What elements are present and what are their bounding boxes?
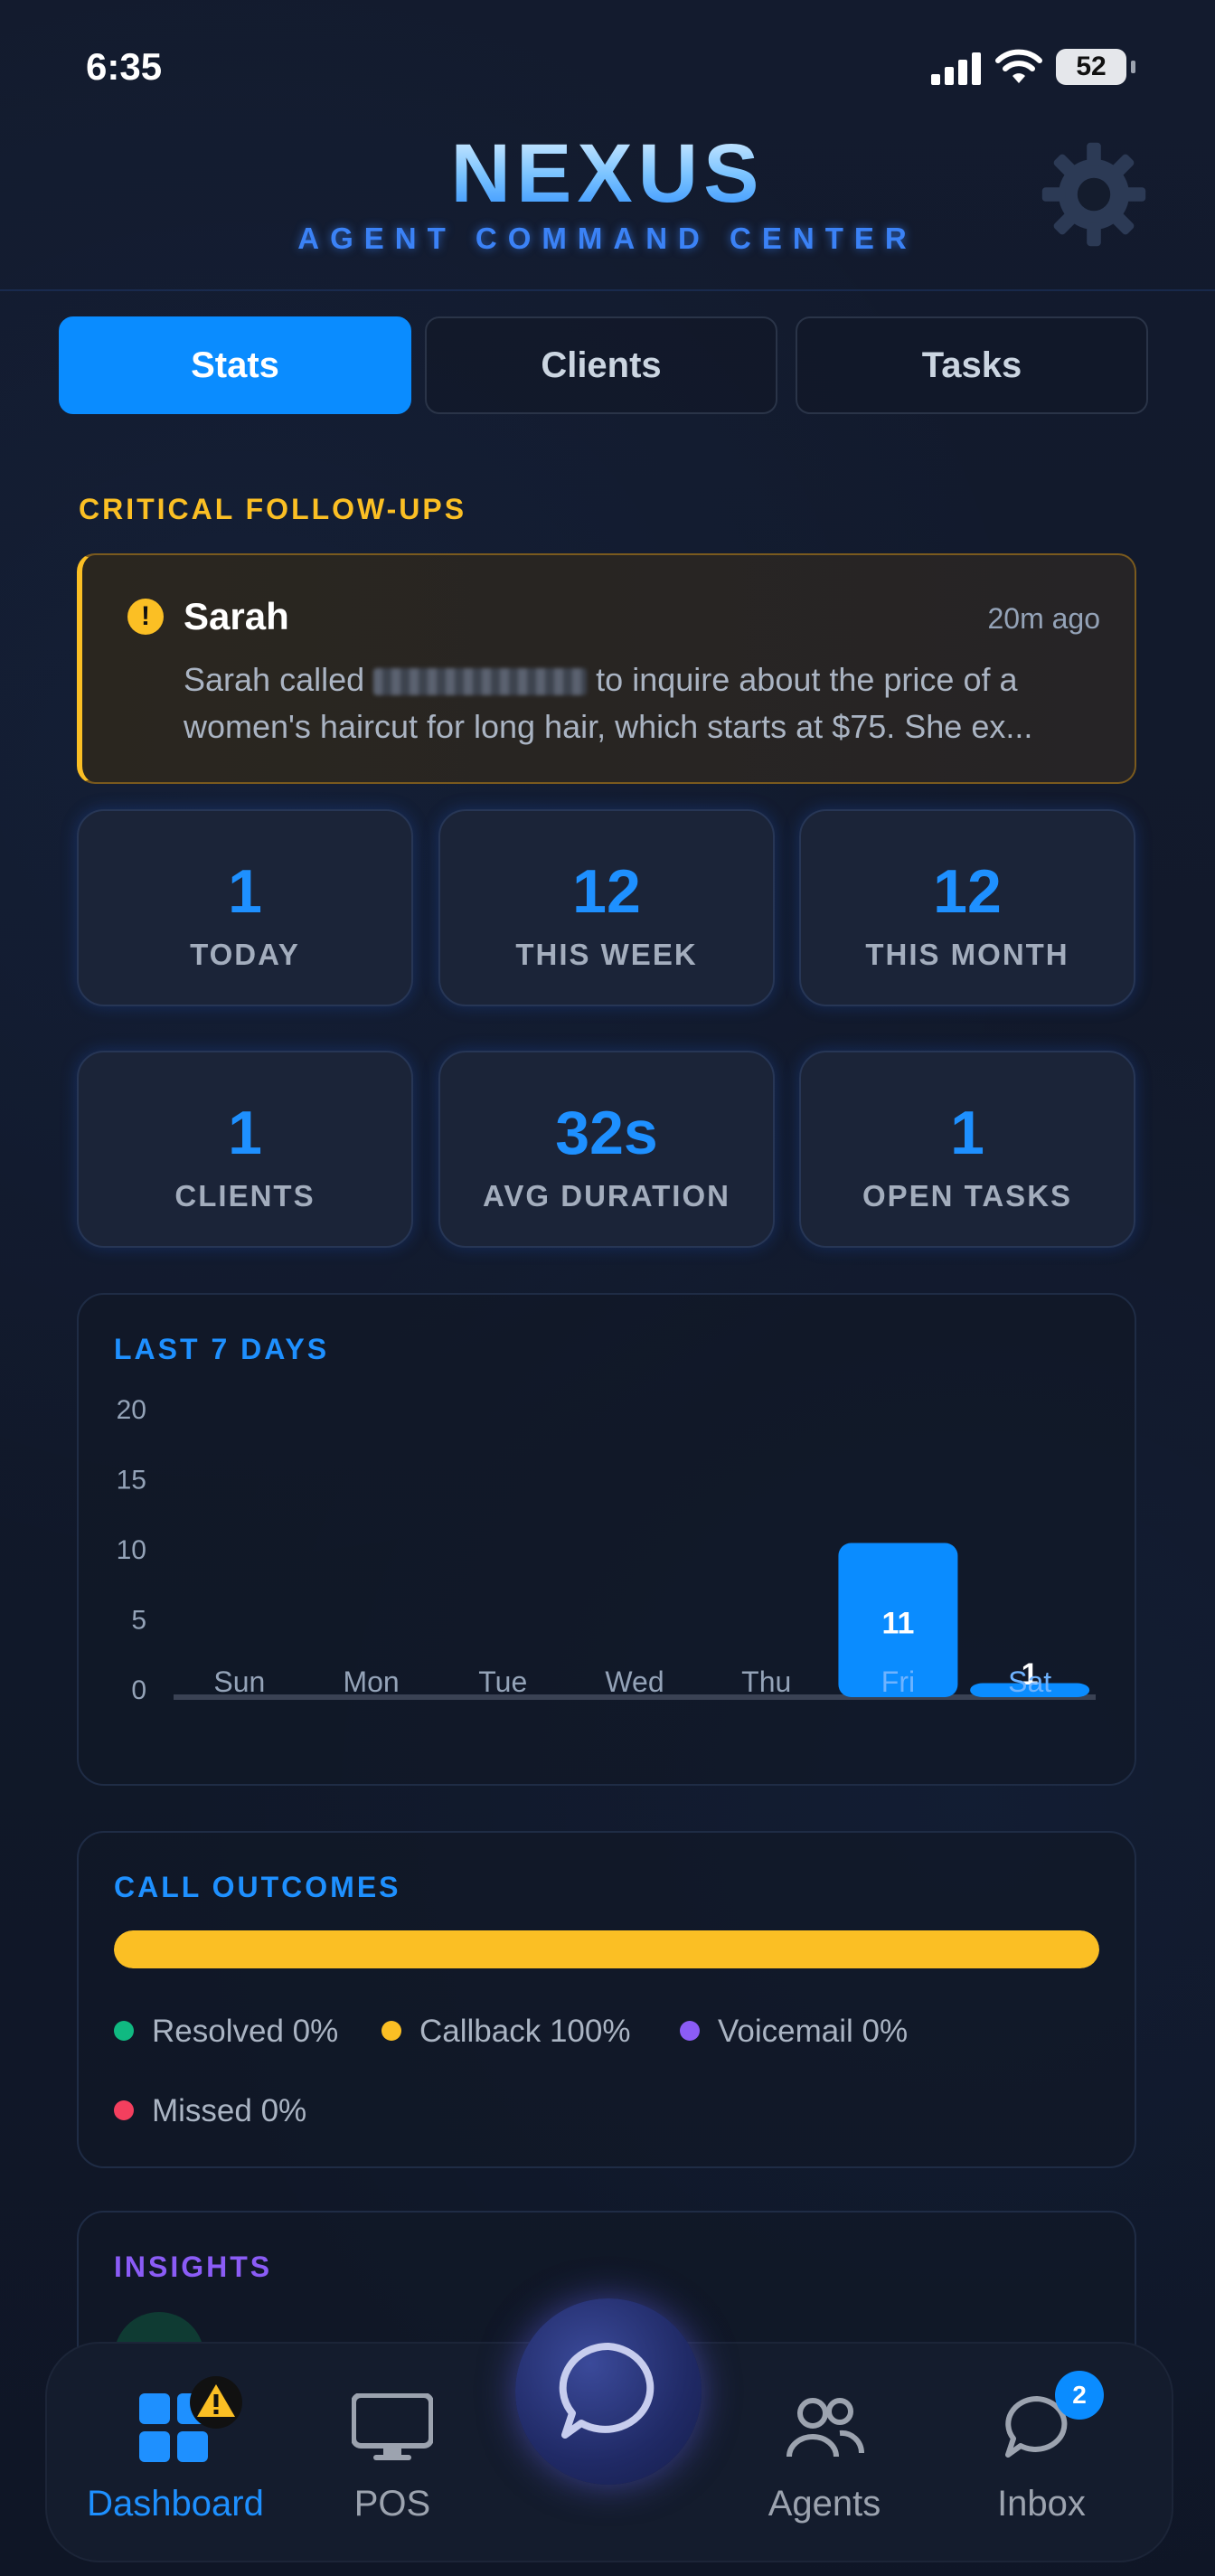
nav-dashboard[interactable]: Dashboard (76, 2344, 275, 2561)
x-tick-label: Tue (478, 1665, 527, 1698)
tab-clients[interactable]: Clients (425, 316, 777, 414)
callback-segment (114, 1930, 1099, 1968)
bottom-nav: Dashboard POS Agents 2 Inbox (45, 2298, 1173, 2562)
followup-text-start: Sarah called (184, 661, 365, 698)
followups-title: CRITICAL FOLLOW-UPS (79, 493, 467, 525)
x-tick-label: Fri (881, 1665, 915, 1698)
stat-value: 12 (572, 857, 641, 926)
stat-label: OPEN TASKS (862, 1179, 1073, 1213)
chat-bubble-icon (559, 2342, 655, 2439)
stat-label: AVG DURATION (483, 1179, 730, 1213)
x-tick-label: Sun (213, 1665, 265, 1698)
monitor-icon (352, 2393, 433, 2460)
tab-tasks[interactable]: Tasks (796, 316, 1148, 414)
stat-value: 1 (228, 857, 262, 926)
status-time: 6:35 (86, 45, 163, 88)
warning-icon (190, 2376, 242, 2429)
legend-dot (680, 2020, 700, 2041)
bar-value-label: 1 (1022, 1657, 1039, 1692)
stat-label: TODAY (190, 938, 300, 971)
nav-label: Agents (768, 2484, 881, 2524)
call-outcomes-title: CALL OUTCOMES (114, 1871, 401, 1903)
followup-text-end: to inquire about the price of a women's … (184, 661, 1033, 745)
followup-card[interactable]: ! Sarah 20m ago Sarah called to inquire … (77, 553, 1136, 784)
nav-label: Inbox (997, 2484, 1086, 2524)
legend-voicemail: Voicemail 0% (680, 2014, 908, 2050)
battery-indicator: 52 (1056, 49, 1135, 85)
nav-pos[interactable]: POS (293, 2344, 492, 2561)
outcome-bar (114, 1930, 1099, 1968)
insights-title: INSIGHTS (114, 2250, 273, 2283)
alert-icon: ! (127, 599, 164, 635)
inbox-badge: 2 (1055, 2371, 1104, 2420)
y-tick-label: 20 (117, 1395, 146, 1425)
legend-dot (114, 2099, 134, 2120)
nav-agents[interactable]: Agents (725, 2344, 924, 2561)
legend-label: Resolved 0% (152, 2014, 339, 2049)
tab-stats[interactable]: Stats (59, 316, 411, 414)
followup-time: 20m ago (987, 602, 1100, 635)
x-tick-label: Sat (1008, 1665, 1051, 1698)
legend-label: Voicemail 0% (718, 2014, 909, 2049)
wifi-icon (995, 49, 1042, 83)
call-outcomes-card: CALL OUTCOMES Resolved 0% Callback 100% … (77, 1831, 1136, 2168)
chart-title: LAST 7 DAYS (114, 1333, 330, 1365)
stat-clients: 1 CLIENTS (77, 1051, 413, 1248)
stat-value: 32s (555, 1099, 658, 1167)
x-tick-label: Wed (605, 1665, 664, 1698)
x-tick-label: Thu (741, 1665, 791, 1698)
x-tick-label: Mon (343, 1665, 399, 1698)
app-header: NEXUS AGENT COMMAND CENTER (0, 127, 1215, 291)
y-tick-label: 15 (117, 1466, 146, 1496)
app-logo: NEXUS (0, 127, 1215, 222)
stat-label: CLIENTS (174, 1179, 316, 1213)
stat-avg-duration: 32s AVG DURATION (438, 1051, 775, 1248)
y-tick-label: 0 (131, 1675, 146, 1705)
cellular-signal-icon (931, 52, 981, 85)
stat-value: 1 (228, 1099, 262, 1167)
stat-today: 1 TODAY (77, 809, 413, 1006)
legend-dot (381, 2020, 401, 2041)
stat-this-month: 12 THIS MONTH (799, 809, 1135, 1006)
bar-sat (970, 1683, 1090, 1697)
redacted-phone (373, 668, 588, 696)
app-subtitle: AGENT COMMAND CENTER (297, 222, 918, 255)
nav-label: POS (353, 2484, 431, 2524)
gear-icon[interactable] (1035, 136, 1153, 253)
stat-label: THIS MONTH (865, 938, 1069, 971)
stat-value: 12 (933, 857, 1002, 926)
legend-resolved: Resolved 0% (114, 2014, 338, 2050)
people-icon (786, 2398, 865, 2458)
followup-text: Sarah called to inquire about the price … (184, 656, 1097, 750)
y-tick-label: 5 (131, 1606, 146, 1636)
bar-value-label: 11 (881, 1607, 914, 1641)
bar-fri (838, 1543, 958, 1697)
center-chat-button[interactable] (515, 2298, 702, 2485)
legend-label: Callback 100% (419, 2014, 631, 2049)
stat-value: 1 (950, 1099, 984, 1167)
y-tick-label: 10 (117, 1535, 146, 1565)
nav-inbox[interactable]: 2 Inbox (942, 2344, 1141, 2561)
legend-callback: Callback 100% (381, 2014, 630, 2050)
stat-open-tasks: 1 OPEN TASKS (799, 1051, 1135, 1248)
stat-label: THIS WEEK (515, 938, 698, 971)
legend-label: Missed 0% (152, 2093, 307, 2128)
tab-bar: Stats Clients Tasks (59, 316, 1154, 416)
legend-dot (114, 2020, 134, 2041)
stat-this-week: 12 THIS WEEK (438, 809, 775, 1006)
chart-card: LAST 7 DAYS 0 5 10 15 20 Sun Mon Tue Wed Thu 11 Fri… (77, 1293, 1136, 1786)
legend-missed: Missed 0% (114, 2093, 306, 2129)
status-bar: 6:35 52 (0, 0, 1215, 136)
followup-name: Sarah (184, 595, 289, 637)
nav-label: Dashboard (87, 2484, 264, 2524)
